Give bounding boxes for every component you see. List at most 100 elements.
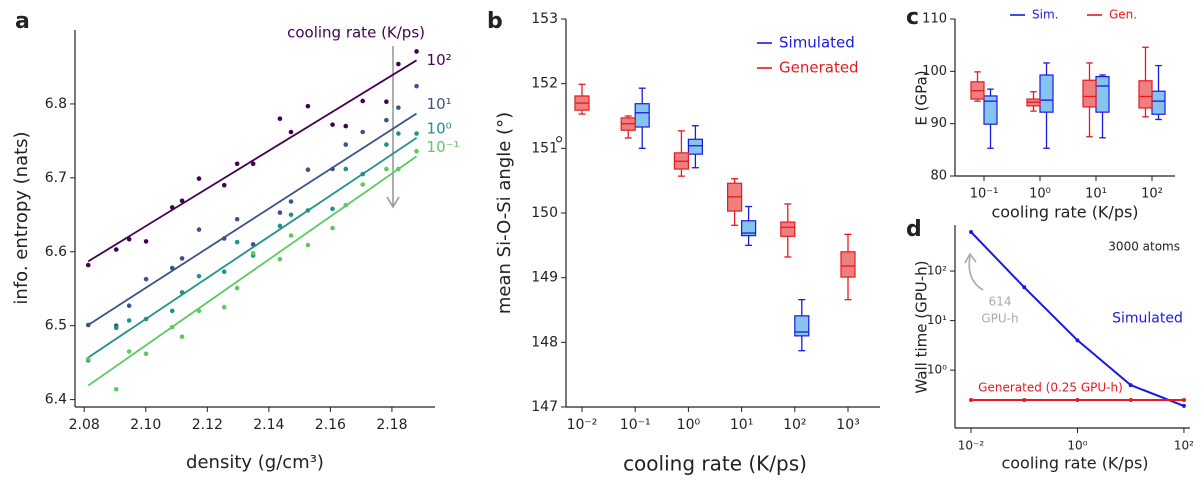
point — [396, 131, 401, 136]
x-tick-label: 10⁻¹ — [970, 187, 999, 202]
point — [221, 269, 227, 275]
y-tick-label: 152 — [531, 76, 558, 92]
series-label: Generated (0.25 GPU-h) — [978, 380, 1123, 394]
point — [343, 166, 349, 172]
point — [305, 242, 311, 248]
point — [126, 303, 132, 309]
point — [250, 250, 256, 256]
point — [969, 229, 974, 234]
x-axis-label: density (g/cm³) — [186, 452, 324, 473]
point — [288, 212, 294, 218]
point — [396, 105, 401, 110]
flier — [556, 136, 563, 143]
x-tick-label: 2.10 — [130, 417, 161, 433]
point — [1075, 338, 1080, 343]
y-tick-label: 149 — [531, 270, 558, 286]
point — [113, 247, 119, 252]
point — [143, 351, 149, 357]
x-tick-label: 2.16 — [315, 417, 346, 433]
point — [343, 123, 349, 129]
point — [1075, 397, 1080, 402]
y-tick-label: 6.8 — [45, 96, 67, 112]
point — [143, 276, 149, 282]
point — [343, 142, 349, 147]
panel-label: c — [906, 5, 919, 30]
legend-label: Generated — [779, 59, 859, 77]
y-tick-label: 100 — [922, 64, 947, 79]
box — [1039, 74, 1054, 113]
annotation-arrow — [964, 252, 984, 291]
point — [234, 239, 240, 245]
point — [414, 131, 419, 136]
y-tick-label: 6.4 — [45, 392, 67, 408]
point — [196, 176, 202, 181]
point — [1128, 383, 1133, 388]
point — [330, 206, 335, 212]
point — [360, 182, 365, 187]
y-tick-label: 6.5 — [45, 318, 67, 334]
panel-label: d — [906, 217, 922, 242]
x-tick-label: 10² — [1141, 187, 1163, 202]
point — [196, 227, 202, 232]
box — [840, 251, 856, 278]
point — [221, 182, 227, 188]
x-tick-label: 10¹ — [730, 417, 753, 433]
y-tick-label: 6.6 — [45, 244, 67, 260]
point — [196, 273, 202, 279]
x-tick-label: 10² — [1174, 439, 1194, 453]
point — [288, 199, 294, 204]
series-label: 10⁰ — [427, 119, 452, 137]
point — [221, 304, 227, 310]
y-tick-label: 10¹ — [927, 313, 947, 327]
cooling-arrow — [386, 46, 400, 209]
point — [288, 233, 294, 238]
point — [234, 216, 240, 222]
point — [330, 225, 335, 231]
x-tick-label: 10⁻² — [958, 439, 985, 453]
point — [85, 356, 91, 362]
series-label: Simulated — [1112, 310, 1183, 326]
fit-line — [87, 59, 418, 263]
legend-title: cooling rate (K/ps) — [287, 24, 425, 42]
point — [126, 349, 132, 354]
point — [305, 167, 311, 173]
x-tick-label: 10⁰ — [1029, 187, 1051, 202]
y-tick-label: 10⁰ — [927, 363, 947, 377]
point — [113, 325, 119, 331]
point — [969, 397, 974, 402]
point — [234, 285, 240, 291]
point — [414, 83, 419, 89]
point — [360, 129, 365, 135]
point — [234, 161, 240, 167]
x-tick-label: 2.12 — [192, 417, 223, 433]
box — [634, 103, 650, 128]
point — [305, 103, 311, 109]
annotation: 614 — [989, 295, 1012, 309]
box — [780, 221, 796, 237]
x-tick-label: 10⁻¹ — [620, 417, 651, 433]
point — [250, 161, 256, 167]
x-tick-label: 10⁻² — [567, 417, 598, 433]
box — [687, 138, 704, 155]
point — [85, 262, 91, 268]
x-tick-label: 10⁰ — [1067, 439, 1087, 453]
panel-label: b — [487, 9, 503, 34]
point — [169, 308, 175, 314]
x-tick-label: 2.18 — [376, 417, 407, 433]
y-axis-label: info. entropy (nats) — [11, 131, 32, 304]
x-tick-label: 10² — [783, 417, 806, 433]
point — [396, 61, 401, 67]
legend-label: Sim. — [1032, 8, 1058, 22]
y-tick-label: 90 — [930, 116, 947, 131]
point — [143, 239, 149, 244]
box — [1151, 90, 1166, 115]
y-axis-label: Wall time (GPU-h) — [913, 260, 931, 393]
annotation: GPU-h — [981, 312, 1018, 326]
x-tick-label: 2.08 — [69, 417, 100, 433]
x-axis-label: cooling rate (K/ps) — [991, 203, 1138, 222]
point — [384, 166, 389, 172]
y-tick-label: 6.7 — [45, 170, 67, 186]
y-tick-label: 110 — [922, 12, 947, 27]
series-label: 10² — [427, 51, 452, 69]
